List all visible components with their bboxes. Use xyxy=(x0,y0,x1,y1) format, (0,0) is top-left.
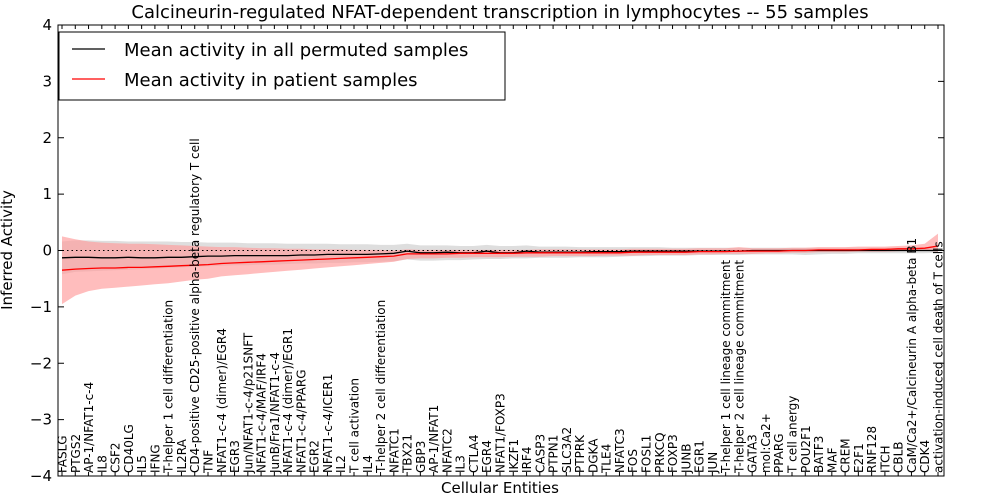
x-tick-label: EGR1 xyxy=(693,440,707,473)
x-tick-label: PPARG xyxy=(772,433,786,473)
x-tick-label: GBP3 xyxy=(414,441,428,473)
legend: Mean activity in all permuted samples Me… xyxy=(58,31,506,101)
x-tick-label: IL3 xyxy=(454,455,468,473)
x-tick-label: Jun/NFAT1-c-4/p21SNFT xyxy=(241,332,255,474)
x-tick-label: IFNG xyxy=(148,444,162,473)
x-tick-label: T cell activation xyxy=(348,378,362,474)
x-tick-label: JUN xyxy=(706,452,720,474)
y-tick-label: −4 xyxy=(30,467,52,485)
x-tick-label: CREM xyxy=(839,438,853,473)
x-tick-label: CaM/Ca2+/Calcineurin A alpha-beta B1 xyxy=(905,238,919,473)
x-tick-label: EGR3 xyxy=(228,440,242,473)
x-axis-ticks xyxy=(61,25,939,476)
series-line-patient xyxy=(61,245,939,271)
legend-box xyxy=(58,31,506,101)
x-tick-label: RNF128 xyxy=(865,426,879,473)
x-tick-label: IL2RA xyxy=(175,438,189,473)
x-tick-label: IL5 xyxy=(135,455,149,473)
x-tick-label: TNF xyxy=(202,450,216,474)
x-tick-label: CASP3 xyxy=(533,434,547,473)
x-tick-label: GATA3 xyxy=(746,434,760,473)
x-tick-label: CD4-positive CD25-positive alpha-beta re… xyxy=(188,138,202,473)
x-tick-label: T-helper 2 cell differentiation xyxy=(374,300,388,474)
chart-title: Calcineurin-regulated NFAT-dependent tra… xyxy=(131,2,868,23)
x-tick-label: BATF3 xyxy=(812,436,826,473)
x-tick-label: mol:Ca2+ xyxy=(759,413,773,473)
x-tick-label: NFAT1-c-4/MAF/IRF4 xyxy=(255,353,269,473)
x-tick-label: ITCH xyxy=(878,445,892,473)
series-lines xyxy=(61,245,939,271)
legend-label-permuted: Mean activity in all permuted samples xyxy=(124,40,468,61)
x-tick-labels: FASLG PTGS2 AP-1/NFAT1-c-4 IL8 CSF2 CD40LG IL5… xyxy=(56,138,946,474)
x-tick-label: PRKCQ xyxy=(653,432,667,473)
x-tick-label: FASLG xyxy=(56,435,70,473)
x-tick-label: FOS xyxy=(626,449,640,473)
x-tick-label: NFATC1 xyxy=(387,428,401,473)
x-tick-label: NFATC3 xyxy=(613,428,627,473)
x-tick-label: TBX21 xyxy=(401,434,415,474)
x-tick-label: IRF4 xyxy=(520,447,534,473)
x-axis-label: Cellular Entities xyxy=(441,479,559,497)
x-tick-label: EGR2 xyxy=(308,440,322,473)
x-tick-label: AP-1/NFAT1-c-4 xyxy=(82,382,96,473)
y-axis: −4 −3 −2 −1 0 1 2 3 4 xyxy=(30,16,944,485)
x-tick-label: CSF2 xyxy=(109,442,123,473)
x-tick-label: AP-1/NFAT1 xyxy=(427,405,441,473)
x-tick-label: NFAT1-c-4/PPARG xyxy=(294,369,308,473)
y-tick-label: −2 xyxy=(30,354,52,372)
x-tick-label: T-helper 2 cell lineage commitment xyxy=(732,260,746,474)
x-tick-label: T cell anergy xyxy=(786,396,800,474)
x-tick-label: FOXP3 xyxy=(666,434,680,473)
x-tick-label: CTLA4 xyxy=(467,435,481,474)
y-tick-label: 2 xyxy=(42,129,52,147)
x-tick-label: T-helper 1 cell lineage commitment xyxy=(719,260,733,474)
x-tick-label: POU2F1 xyxy=(799,425,813,473)
y-tick-label: 3 xyxy=(42,72,52,90)
y-tick-label: −3 xyxy=(30,411,52,429)
x-tick-label: PTPN1 xyxy=(547,435,561,473)
y-tick-label: −1 xyxy=(30,298,52,316)
x-tick-label: T-helper 1 cell differentiation xyxy=(162,300,176,474)
x-tick-label: JUNB xyxy=(679,443,693,474)
x-tick-label: NFATC2 xyxy=(440,428,454,473)
y-tick-label: 1 xyxy=(42,185,52,203)
x-tick-label: MAF xyxy=(825,447,839,473)
x-tick-label: E2F1 xyxy=(852,443,866,473)
x-tick-label: FOSL1 xyxy=(640,435,654,473)
legend-label-patient: Mean activity in patient samples xyxy=(124,70,418,91)
x-tick-label: SLC3A2 xyxy=(560,427,574,473)
x-tick-label: IL4 xyxy=(361,455,375,473)
x-tick-label: JunB/Fra1/NFAT1-c-4 xyxy=(268,352,282,474)
x-tick-label: DGKA xyxy=(586,438,600,473)
x-tick-label: TLE4 xyxy=(600,444,614,474)
x-tick-label: IL2 xyxy=(334,455,348,473)
x-tick-label: activation-induced cell death of T cells xyxy=(932,241,946,473)
x-tick-label: NFAT1-c-4 (dimer)/EGR1 xyxy=(281,328,295,473)
x-tick-label: PTPRK xyxy=(573,434,587,473)
x-tick-label: PTGS2 xyxy=(69,434,83,473)
x-tick-label: NFAT1-c-4/ICER1 xyxy=(321,374,335,473)
x-tick-label: CDK4 xyxy=(918,440,932,473)
x-tick-label: NFAT1/FOXP3 xyxy=(494,393,508,473)
x-tick-label: EGR4 xyxy=(480,440,494,473)
y-tick-label: 0 xyxy=(42,242,52,260)
x-tick-label: NFAT1-c-4 (dimer)/EGR4 xyxy=(215,328,229,473)
x-tick-label: IKZF1 xyxy=(507,439,521,473)
x-tick-label: IL8 xyxy=(95,455,109,473)
y-tick-label: 4 xyxy=(42,16,52,34)
x-tick-label: CD40LG xyxy=(122,424,136,473)
x-tick-label: CBLB xyxy=(892,441,906,473)
y-axis-label: Inferred Activity xyxy=(0,190,16,310)
